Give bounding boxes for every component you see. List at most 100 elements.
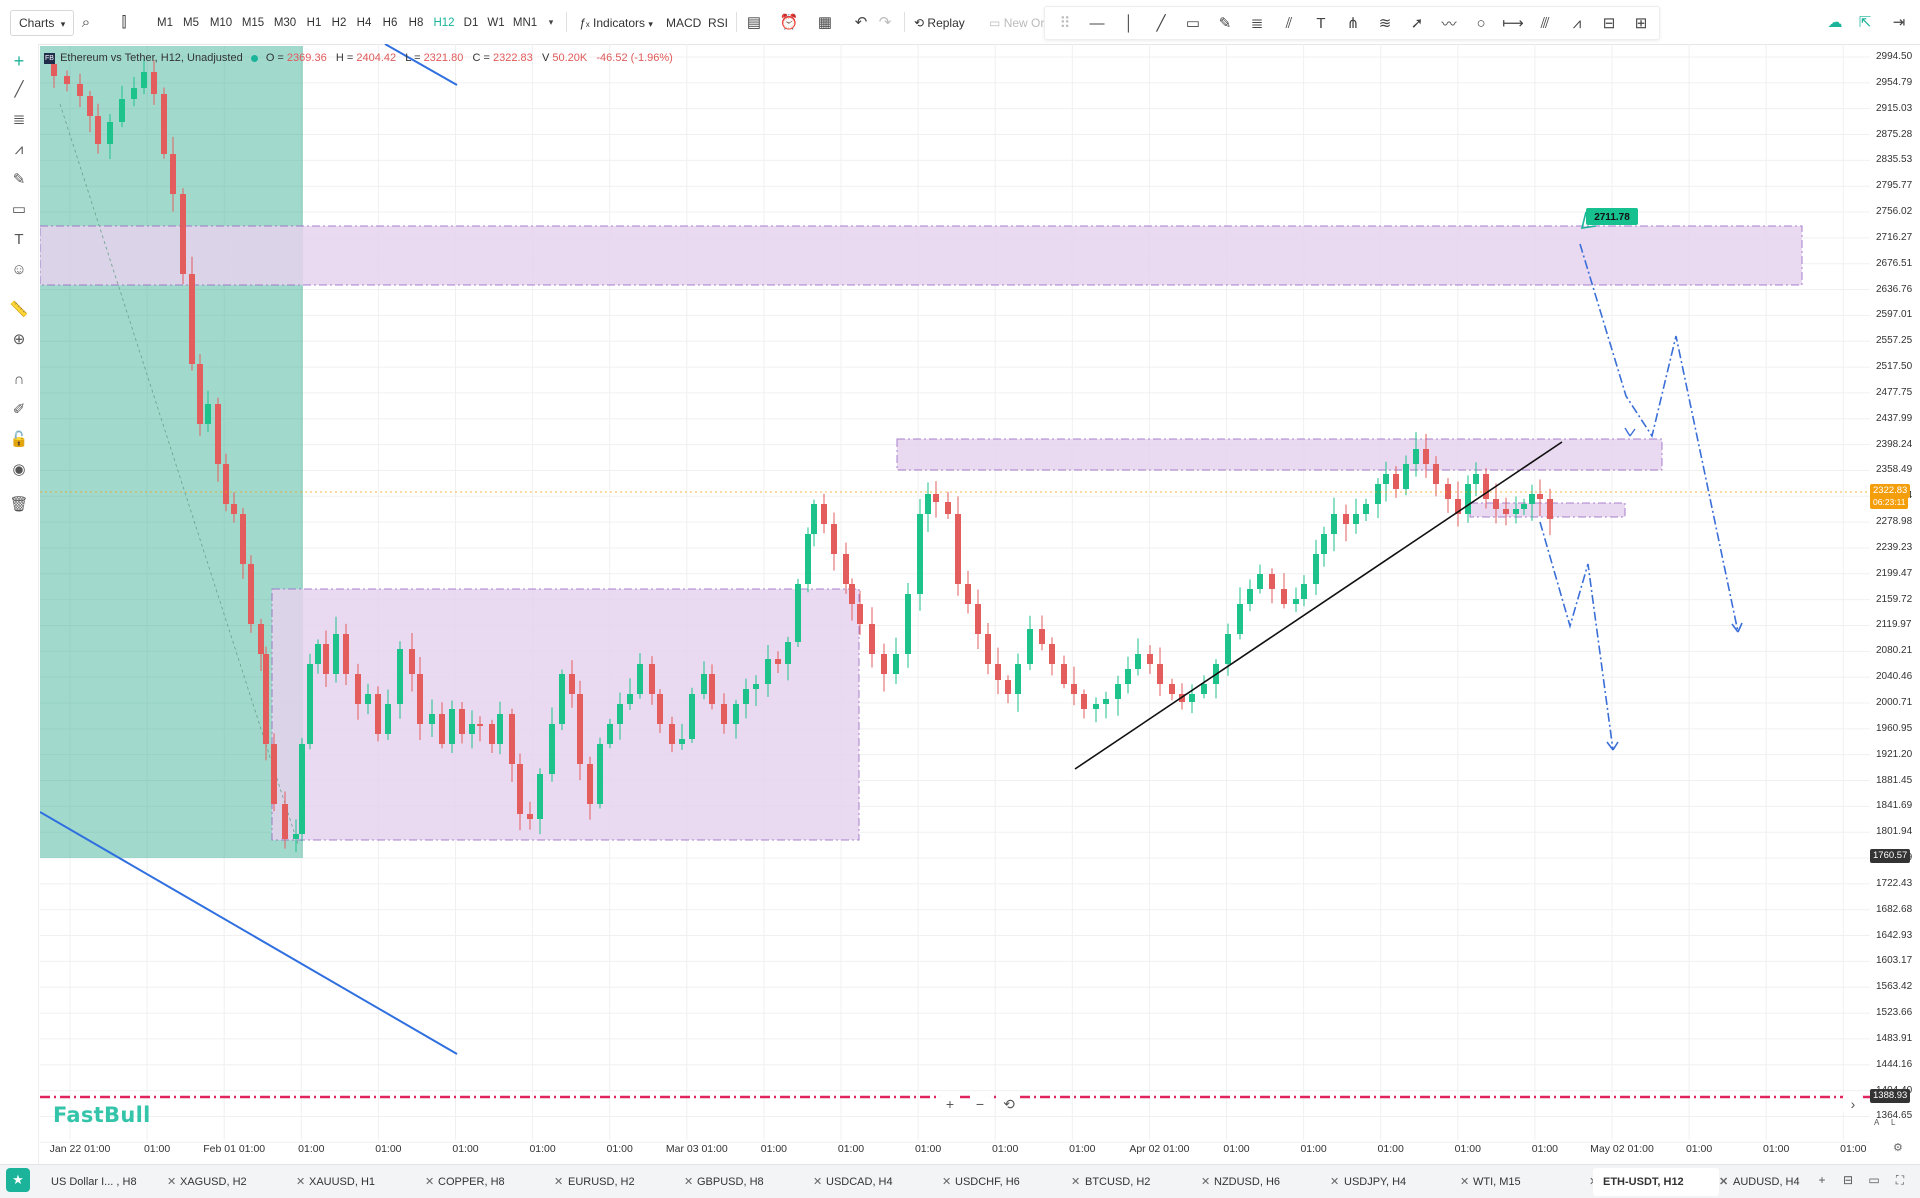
fib-fan-icon[interactable]: ⫽ <box>1285 14 1293 32</box>
symbol-tab[interactable]: EURUSD, H2 ✕ <box>568 1172 693 1192</box>
trend-line-icon[interactable]: ╱ <box>1156 15 1166 32</box>
close-tab-icon[interactable]: ✕ <box>1719 1176 1729 1188</box>
fullscreen-icon[interactable]: ⛶ <box>1895 1172 1905 1187</box>
close-tab-icon[interactable]: ✕ <box>425 1176 435 1188</box>
zoom-out-icon[interactable]: − <box>970 1094 990 1114</box>
ray-icon[interactable]: ⟼ <box>1502 15 1524 32</box>
close-tab-icon[interactable]: ✕ <box>813 1176 823 1188</box>
timeframe-h4[interactable]: H4 <box>356 17 372 29</box>
timeframe-h1[interactable]: H1 <box>306 17 322 29</box>
pattern-icon[interactable]: ⩘ <box>1572 14 1582 32</box>
magnet-icon[interactable]: ∩ <box>13 370 25 388</box>
arrow-icon[interactable]: ➚ <box>1410 15 1424 32</box>
minimize-icon[interactable]: ▭ <box>1868 1173 1880 1187</box>
close-tab-icon[interactable]: ✕ <box>1330 1176 1340 1188</box>
visibility-icon[interactable]: ◉ <box>12 461 26 478</box>
scroll-right-icon[interactable]: › <box>1843 1094 1863 1114</box>
timeframe-m1[interactable]: M1 <box>157 17 173 29</box>
price-label-icon[interactable]: ⊟ <box>1602 15 1616 32</box>
reset-zoom-icon[interactable]: ⟲ <box>999 1094 1019 1114</box>
zoom-in-icon[interactable]: + <box>940 1094 960 1114</box>
symbol-tab[interactable]: XAUUSD, H1 ✕ <box>309 1172 434 1192</box>
text-icon[interactable]: T <box>14 230 24 248</box>
polyline-icon[interactable]: 〰 <box>1441 15 1457 33</box>
redo-icon[interactable]: ↷ <box>878 14 892 31</box>
price-range-icon[interactable]: ⊞ <box>1634 15 1648 32</box>
lock-icon[interactable]: 🔓 <box>9 431 29 448</box>
template-icon[interactable]: ▤ <box>746 14 762 31</box>
exit-fullscreen-icon[interactable]: ⇥ <box>1892 14 1906 31</box>
rectangle-icon[interactable]: ▭ <box>1185 15 1201 32</box>
stay-drawing-icon[interactable]: ✐ <box>12 401 26 418</box>
candlestick-chart[interactable]: 2711.78 <box>39 43 1870 1154</box>
trend-line-icon[interactable]: ╱ <box>14 81 24 98</box>
horizontal-line-icon[interactable]: — <box>1089 14 1105 32</box>
indicators-button[interactable]: ƒx Indicators ▾ <box>579 16 653 30</box>
add-tab-icon[interactable]: + <box>1818 1173 1826 1187</box>
close-tab-icon[interactable]: ✕ <box>554 1176 564 1188</box>
circle-icon[interactable]: ○ <box>1476 14 1486 32</box>
rsi-button[interactable]: RSI <box>708 16 729 30</box>
star-icon[interactable]: ★ <box>6 1168 30 1192</box>
timeframe-w1[interactable]: W1 <box>487 17 505 29</box>
close-tab-icon[interactable]: ✕ <box>942 1176 952 1188</box>
cloud-save-icon[interactable]: ☁ <box>1827 14 1843 31</box>
timeframe-h8[interactable]: H8 <box>408 17 424 29</box>
symbol-tab[interactable]: NZDUSD, H6 ✕ <box>1214 1172 1339 1192</box>
timeframe-h12[interactable]: H12 <box>433 17 455 29</box>
fib-retracement-icon[interactable]: ≣ <box>1250 15 1264 32</box>
replay-button[interactable]: ⟲ Replay <box>914 14 965 32</box>
rectangle-icon[interactable]: ▭ <box>11 201 27 218</box>
new-order-button[interactable]: ▭ New Ord <box>989 14 1051 32</box>
log-scale-toggle[interactable]: L <box>1891 1118 1896 1127</box>
price-axis[interactable]: 2994.50 2954.79 2915.03 2875.28 2835.53 2795.… <box>1868 44 1920 1154</box>
close-tab-icon[interactable]: ✕ <box>1201 1176 1211 1188</box>
symbol-tab[interactable]: ETH-USDT, H12 ✕ <box>1603 1172 1728 1192</box>
price-chart[interactable]: 2711.78 <box>39 43 1870 1154</box>
timeframe-m10[interactable]: M10 <box>209 17 233 29</box>
fib-retracement-icon[interactable]: ≣ <box>12 111 26 128</box>
parallel-channel-icon[interactable]: ⫻ <box>1540 14 1550 32</box>
timeframe-m15[interactable]: M15 <box>241 17 265 29</box>
trash-icon[interactable]: 🗑 <box>9 496 29 513</box>
external-open-icon[interactable]: ⇱ <box>1858 14 1872 31</box>
symbol-tab[interactable]: BTCUSD, H2 ✕ <box>1085 1172 1210 1192</box>
macd-button[interactable]: MACD <box>666 16 702 30</box>
timeframe-mn1[interactable]: MN1 <box>512 17 538 29</box>
undo-icon[interactable]: ↶ <box>854 14 868 31</box>
calendar-icon[interactable]: ▦ <box>817 14 833 31</box>
settings-icon[interactable]: ⚙ <box>1893 1142 1903 1154</box>
brush-icon[interactable]: ✎ <box>12 171 26 188</box>
symbol-tab[interactable]: USDCHF, H6 ✕ <box>955 1172 1080 1192</box>
timeframe-m30[interactable]: M30 <box>273 17 297 29</box>
close-tab-icon[interactable]: ✕ <box>1071 1176 1081 1188</box>
crosshair-icon[interactable]: + <box>13 50 25 71</box>
close-tab-icon[interactable]: ✕ <box>296 1176 306 1188</box>
symbol-tab[interactable]: USDCAD, H4 ✕ <box>826 1172 951 1192</box>
emoji-icon[interactable]: ☺ <box>11 260 27 278</box>
text-icon[interactable]: T <box>1316 14 1326 32</box>
time-axis[interactable]: Jan 22 01:00 01:00 Feb 01 01:00 01:00 01:00 0… <box>40 1140 1870 1160</box>
search-icon[interactable]: ⌕ <box>81 13 91 31</box>
chevron-down-icon[interactable]: ▾ <box>548 16 554 27</box>
pitchfork-icon[interactable]: ⋔ <box>1346 15 1360 32</box>
channel-icon[interactable]: ≋ <box>1378 15 1392 32</box>
candle-type-icon[interactable]: ⫿ <box>121 13 127 31</box>
symbol-tab[interactable]: XAGUSD, H2 ✕ <box>180 1172 305 1192</box>
zoom-icon[interactable]: ⊕ <box>12 331 26 348</box>
close-tab-icon[interactable]: ✕ <box>1460 1176 1470 1188</box>
close-tab-icon[interactable]: ✕ <box>684 1176 694 1188</box>
symbol-tab[interactable]: USDJPY, H4 ✕ <box>1344 1172 1469 1192</box>
symbol-tab[interactable]: AUDUSD, H4 <box>1733 1172 1851 1192</box>
brush-icon[interactable]: ✎ <box>1218 15 1232 32</box>
layout-icon[interactable]: ⊟ <box>1842 1173 1854 1187</box>
charts-menu-button[interactable]: Charts ▾ <box>10 10 75 36</box>
alert-icon[interactable]: ⏰ <box>779 14 799 31</box>
symbol-tab[interactable]: GBPUSD, H8 ✕ <box>697 1172 822 1192</box>
auto-scale-toggle[interactable]: A <box>1874 1118 1880 1127</box>
ruler-icon[interactable]: 📏 <box>9 301 29 318</box>
vertical-line-icon[interactable]: │ <box>1124 14 1134 32</box>
timeframe-d1[interactable]: D1 <box>463 17 479 29</box>
symbol-tab[interactable]: US Dollar I... , H8 ✕ <box>51 1172 176 1192</box>
timeframe-m5[interactable]: M5 <box>183 17 199 29</box>
